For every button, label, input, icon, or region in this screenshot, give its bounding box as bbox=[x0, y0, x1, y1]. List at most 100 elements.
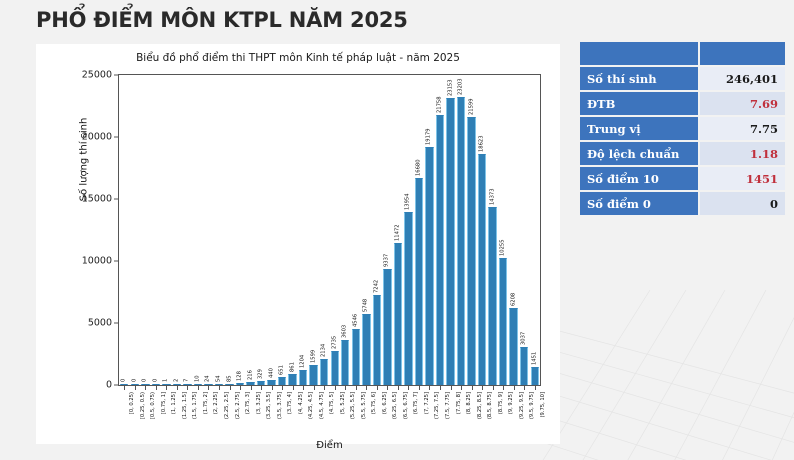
x-axis-tick-label: (8, 8.25] bbox=[466, 392, 473, 415]
stats-header-cell bbox=[580, 42, 698, 65]
bar-value-label: 3037 bbox=[520, 332, 527, 346]
stat-label: Độ lệch chuẩn bbox=[580, 142, 698, 165]
bar-slot: 861 bbox=[287, 75, 298, 385]
bar: 1 bbox=[162, 379, 171, 385]
bar: 54 bbox=[214, 375, 224, 385]
x-axis-tick-mark bbox=[324, 386, 326, 390]
bar-slot: 216 bbox=[245, 75, 256, 385]
x-axis-tick-mark bbox=[334, 386, 336, 390]
x-axis-tick-label: (7, 7.25] bbox=[424, 392, 431, 415]
x-axis-tick-label: (6.25, 6.5] bbox=[392, 392, 399, 420]
bar-value-label: 13954 bbox=[404, 193, 411, 210]
bar-slot: 9337 bbox=[382, 75, 393, 385]
x-axis-tick-label: (1.75, 2] bbox=[203, 392, 210, 415]
x-axis-tick-mark bbox=[155, 386, 157, 390]
bar: 16680 bbox=[414, 160, 424, 385]
bar: 23153 bbox=[446, 79, 455, 385]
bar: 3603 bbox=[341, 325, 350, 385]
x-axis-tick-mark bbox=[187, 386, 189, 390]
bar-value-label: 651 bbox=[278, 365, 285, 375]
bar: 23203 bbox=[456, 79, 466, 385]
x-axis-tick-mark bbox=[450, 386, 452, 390]
y-axis-tick-label: 25000 bbox=[81, 69, 112, 81]
stat-value: 0 bbox=[700, 192, 785, 215]
bar-slot: 5748 bbox=[361, 75, 372, 385]
chart-title: Biểu đồ phổ điểm thi THPT môn Kinh tế ph… bbox=[136, 52, 460, 64]
x-axis-tick-mark bbox=[513, 386, 515, 390]
bar: 329 bbox=[256, 369, 266, 385]
bar-series: 0 0 0 0 1 2 7 10 24 54 85 128 216 329 440 651 861 1204 159… bbox=[119, 75, 540, 385]
x-axis-tick-mark bbox=[408, 386, 410, 390]
bar: 14373 bbox=[488, 188, 497, 385]
x-axis-tick-mark bbox=[345, 386, 347, 390]
x-axis-tick-label: [0.5, 0.75) bbox=[150, 392, 157, 420]
x-axis-tick-mark bbox=[461, 386, 463, 390]
bar-slot: 23153 bbox=[445, 75, 456, 385]
bar-slot: 440 bbox=[266, 75, 277, 385]
bar: 2735 bbox=[330, 336, 339, 385]
bar: 0 bbox=[130, 379, 139, 385]
stats-header-cell bbox=[700, 42, 785, 65]
bar-slot: 3603 bbox=[340, 75, 351, 385]
x-axis-tick-label: (4.75, 5] bbox=[329, 392, 336, 415]
x-axis-tick-label: (5.25, 5.5] bbox=[350, 392, 357, 420]
bar-value-label: 7 bbox=[183, 378, 190, 382]
bar-slot: 10 bbox=[193, 75, 204, 385]
y-axis-tick-mark bbox=[114, 384, 118, 386]
bar: 0 bbox=[120, 379, 129, 385]
stat-label: Số điểm 10 bbox=[580, 167, 698, 190]
bar: 6208 bbox=[509, 293, 518, 385]
bar-slot: 13954 bbox=[403, 75, 414, 385]
bar-value-label: 0 bbox=[152, 378, 159, 382]
bar-slot: 2735 bbox=[330, 75, 341, 385]
bar-value-label: 5748 bbox=[362, 298, 369, 312]
bar-value-label: 0 bbox=[141, 378, 148, 382]
bar-value-label: 10 bbox=[194, 375, 201, 382]
x-axis-tick-mark bbox=[303, 386, 305, 390]
bar-value-label: 21599 bbox=[467, 98, 474, 116]
bar: 21599 bbox=[467, 99, 476, 385]
x-axis-tick-label: (8.5, 8.75] bbox=[487, 392, 494, 420]
bar-slot: 54 bbox=[214, 75, 225, 385]
bar-slot: 3037 bbox=[519, 75, 530, 385]
bar: 10 bbox=[193, 375, 203, 385]
x-axis-tick-label: (2.5, 2.75] bbox=[234, 392, 241, 420]
bar-slot: 7242 bbox=[372, 75, 383, 385]
table-row: Số điểm 10 1451 bbox=[580, 167, 785, 190]
bar: 128 bbox=[235, 372, 245, 385]
x-axis-tick-label: (5, 5.25] bbox=[339, 392, 346, 415]
x-axis-tick-mark bbox=[134, 386, 136, 390]
x-axis-tick-label: (3, 3.25] bbox=[255, 392, 262, 415]
bar-value-label: 1599 bbox=[309, 349, 316, 364]
x-axis-tick-label: (2.25, 2.5] bbox=[224, 392, 231, 420]
y-axis-ticks: 0 5000 10000 15000 20000 25000 bbox=[36, 70, 118, 391]
bar-slot: 14373 bbox=[487, 75, 498, 385]
bar-value-label: 14373 bbox=[488, 188, 495, 205]
x-axis-tick-mark bbox=[376, 386, 378, 390]
bar-value-label: 19179 bbox=[425, 128, 432, 146]
bar-slot: 10255 bbox=[498, 75, 509, 385]
bar-value-label: 1204 bbox=[299, 354, 306, 369]
bar: 861 bbox=[288, 362, 297, 385]
x-axis-tick-label: [0, 0.25) bbox=[129, 392, 136, 415]
x-axis-tick-label: (1, 1.25] bbox=[171, 392, 178, 415]
x-axis-tick-mark bbox=[145, 386, 147, 390]
bar-value-label: 11472 bbox=[394, 224, 401, 241]
x-axis-tick-label: [0.75, 1] bbox=[161, 392, 168, 415]
bar-value-label: 2735 bbox=[331, 335, 338, 350]
bar: 2134 bbox=[320, 343, 329, 385]
bar-value-label: 2 bbox=[173, 378, 180, 382]
x-axis-ticks bbox=[119, 386, 540, 392]
bar: 1599 bbox=[309, 350, 318, 385]
bar: 0 bbox=[141, 379, 150, 385]
table-row: Số thí sinh 246,401 bbox=[580, 67, 785, 90]
y-axis-tick-mark bbox=[114, 74, 118, 76]
stat-label: Số điểm 0 bbox=[580, 192, 698, 215]
x-axis-tick-label: (9.25, 9.5] bbox=[518, 392, 525, 420]
x-axis-tick-mark bbox=[440, 386, 441, 390]
bar-slot: 23203 bbox=[456, 75, 467, 385]
y-axis-tick-label: 20000 bbox=[81, 131, 112, 143]
stat-value: 7.75 bbox=[700, 117, 785, 140]
stat-label: Số thí sinh bbox=[580, 67, 698, 90]
